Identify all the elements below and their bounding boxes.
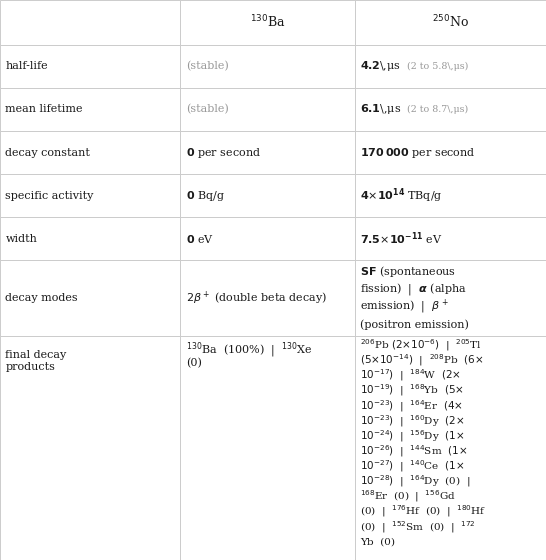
Text: $\mathbf{0}$ eV: $\mathbf{0}$ eV bbox=[186, 233, 213, 245]
Bar bbox=[355, 0, 546, 45]
Text: $\mathbf{4.2}$\,μs: $\mathbf{4.2}$\,μs bbox=[360, 59, 401, 73]
Text: $10^{-23})$  |  $^{160}$Dy  $(2{\times}$: $10^{-23})$ | $^{160}$Dy $(2{\times}$ bbox=[360, 413, 465, 428]
Text: decay constant: decay constant bbox=[5, 148, 90, 157]
Text: (0): (0) bbox=[186, 358, 201, 368]
Text: $\mathbf{170\,000}$ per second: $\mathbf{170\,000}$ per second bbox=[360, 146, 476, 160]
Text: (positron emission): (positron emission) bbox=[360, 320, 469, 330]
Text: $\mathbf{0}$ per second: $\mathbf{0}$ per second bbox=[186, 146, 260, 160]
Text: $10^{-23})$  |  $^{164}$Er  $(4{\times}$: $10^{-23})$ | $^{164}$Er $(4{\times}$ bbox=[360, 398, 464, 413]
Text: (2 to 5.8\,μs): (2 to 5.8\,μs) bbox=[407, 62, 468, 71]
Bar bbox=[355, 88, 546, 131]
Text: emission)  |  $\beta^+$: emission) | $\beta^+$ bbox=[360, 298, 449, 316]
Text: (0)  |  $^{176}$Hf  (0)  |  $^{180}$Hf: (0) | $^{176}$Hf (0) | $^{180}$Hf bbox=[360, 503, 486, 520]
Bar bbox=[180, 0, 355, 45]
Bar bbox=[0, 336, 180, 560]
Text: $10^{-27})$  |  $^{140}$Ce  $(1{\times}$: $10^{-27})$ | $^{140}$Ce $(1{\times}$ bbox=[360, 458, 465, 474]
Text: (stable): (stable) bbox=[186, 104, 228, 115]
Text: $10^{-26})$  |  $^{144}$Sm  $(1{\times}$: $10^{-26})$ | $^{144}$Sm $(1{\times}$ bbox=[360, 443, 468, 459]
Text: (stable): (stable) bbox=[186, 61, 228, 72]
Bar bbox=[0, 88, 180, 131]
Text: $^{250}$No: $^{250}$No bbox=[432, 14, 469, 31]
Bar bbox=[0, 174, 180, 217]
Text: $\mathbf{7.5}{\times}\mathbf{10^{-11}}$ eV: $\mathbf{7.5}{\times}\mathbf{10^{-11}}$ … bbox=[360, 231, 443, 247]
Bar bbox=[180, 174, 355, 217]
Text: $2\beta^+$ (double beta decay): $2\beta^+$ (double beta decay) bbox=[186, 290, 327, 307]
Bar bbox=[0, 260, 180, 336]
Bar bbox=[355, 174, 546, 217]
Bar bbox=[0, 131, 180, 174]
Bar bbox=[355, 45, 546, 88]
Bar bbox=[355, 217, 546, 260]
Text: $10^{-17})$  |  $^{184}$W  $(2{\times}$: $10^{-17})$ | $^{184}$W $(2{\times}$ bbox=[360, 367, 461, 383]
Text: $^{130}$Ba: $^{130}$Ba bbox=[250, 14, 285, 31]
Text: $(5{\times}10^{-14})$  |  $^{208}$Pb  $(6{\times}$: $(5{\times}10^{-14})$ | $^{208}$Pb $(6{\… bbox=[360, 352, 484, 368]
Bar bbox=[180, 45, 355, 88]
Text: width: width bbox=[5, 234, 37, 244]
Text: $10^{-19})$  |  $^{168}$Yb  $(5{\times}$: $10^{-19})$ | $^{168}$Yb $(5{\times}$ bbox=[360, 382, 464, 398]
Text: final decay
products: final decay products bbox=[5, 350, 67, 372]
Bar bbox=[180, 260, 355, 336]
Text: half-life: half-life bbox=[5, 62, 48, 71]
Bar bbox=[180, 217, 355, 260]
Text: (2 to 8.7\,μs): (2 to 8.7\,μs) bbox=[407, 105, 468, 114]
Bar bbox=[355, 336, 546, 560]
Bar bbox=[180, 336, 355, 560]
Text: specific activity: specific activity bbox=[5, 191, 94, 200]
Bar bbox=[180, 131, 355, 174]
Text: decay modes: decay modes bbox=[5, 293, 78, 303]
Text: $^{130}$Ba  (100%)  |  $^{130}$Xe: $^{130}$Ba (100%) | $^{130}$Xe bbox=[186, 340, 312, 360]
Bar bbox=[0, 0, 180, 45]
Text: $\mathbf{4}{\times}\mathbf{10^{14}}$ TBq/g: $\mathbf{4}{\times}\mathbf{10^{14}}$ TBq… bbox=[360, 186, 443, 205]
Text: Yb  (0): Yb (0) bbox=[360, 538, 395, 547]
Bar bbox=[0, 217, 180, 260]
Text: $\mathbf{SF}$ (spontaneous: $\mathbf{SF}$ (spontaneous bbox=[360, 264, 456, 279]
Text: $^{206}$Pb $(2{\times}10^{-6})$  |  $^{205}$Tl: $^{206}$Pb $(2{\times}10^{-6})$ | $^{205… bbox=[360, 337, 482, 353]
Text: $\mathbf{0}$ Bq/g: $\mathbf{0}$ Bq/g bbox=[186, 189, 224, 203]
Bar bbox=[355, 260, 546, 336]
Text: (0)  |  $^{152}$Sm  (0)  |  $^{172}$: (0) | $^{152}$Sm (0) | $^{172}$ bbox=[360, 519, 476, 535]
Text: $\mathbf{6.1}$\,μs: $\mathbf{6.1}$\,μs bbox=[360, 102, 402, 116]
Bar bbox=[355, 131, 546, 174]
Text: $^{168}$Er  (0)  |  $^{156}$Gd: $^{168}$Er (0) | $^{156}$Gd bbox=[360, 488, 456, 505]
Text: mean lifetime: mean lifetime bbox=[5, 105, 83, 114]
Text: $10^{-28})$  |  $^{164}$Dy  (0)  |: $10^{-28})$ | $^{164}$Dy (0) | bbox=[360, 473, 471, 489]
Text: fission)  |  $\boldsymbol{\alpha}$ (alpha: fission) | $\boldsymbol{\alpha}$ (alpha bbox=[360, 281, 467, 297]
Text: $10^{-24})$  |  $^{156}$Dy  $(1{\times}$: $10^{-24})$ | $^{156}$Dy $(1{\times}$ bbox=[360, 428, 465, 444]
Bar bbox=[0, 45, 180, 88]
Bar bbox=[180, 88, 355, 131]
